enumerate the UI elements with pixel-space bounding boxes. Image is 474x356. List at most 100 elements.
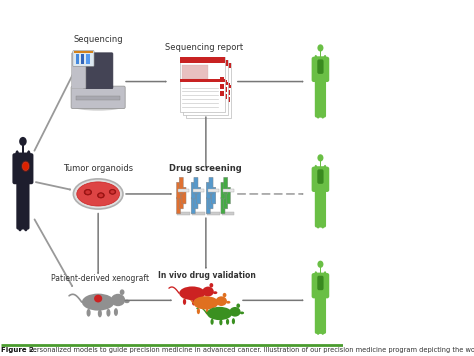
Ellipse shape: [314, 55, 318, 63]
FancyBboxPatch shape: [179, 192, 183, 209]
FancyBboxPatch shape: [315, 187, 321, 227]
FancyBboxPatch shape: [227, 187, 230, 204]
Bar: [207, 212, 219, 215]
Ellipse shape: [317, 74, 324, 85]
Bar: [186, 63, 231, 118]
Ellipse shape: [203, 297, 209, 303]
FancyBboxPatch shape: [317, 276, 324, 290]
Ellipse shape: [111, 294, 125, 306]
Bar: [319, 50, 321, 58]
Ellipse shape: [85, 190, 91, 194]
Ellipse shape: [216, 308, 223, 314]
Ellipse shape: [19, 137, 27, 146]
FancyBboxPatch shape: [319, 77, 326, 117]
Bar: [183, 60, 228, 115]
Bar: [227, 97, 230, 102]
Ellipse shape: [74, 104, 122, 111]
Bar: [222, 212, 234, 215]
FancyBboxPatch shape: [191, 197, 195, 214]
Text: Sequencing report: Sequencing report: [165, 43, 243, 52]
Bar: [319, 160, 321, 168]
Ellipse shape: [192, 299, 195, 305]
Ellipse shape: [226, 301, 230, 304]
FancyBboxPatch shape: [73, 51, 94, 66]
Ellipse shape: [237, 304, 240, 308]
Ellipse shape: [210, 319, 214, 325]
Ellipse shape: [240, 312, 244, 314]
FancyBboxPatch shape: [314, 56, 327, 81]
Ellipse shape: [207, 307, 232, 320]
FancyBboxPatch shape: [12, 153, 19, 184]
Ellipse shape: [183, 299, 186, 305]
Bar: [319, 267, 321, 274]
Bar: [220, 84, 224, 89]
Ellipse shape: [317, 115, 319, 119]
Ellipse shape: [317, 225, 319, 229]
FancyBboxPatch shape: [224, 177, 228, 194]
Ellipse shape: [314, 165, 318, 173]
FancyBboxPatch shape: [191, 182, 195, 199]
Bar: [193, 189, 204, 192]
FancyBboxPatch shape: [317, 59, 324, 74]
Bar: [180, 79, 225, 82]
Ellipse shape: [15, 150, 19, 160]
FancyBboxPatch shape: [71, 86, 125, 109]
Ellipse shape: [120, 289, 125, 295]
Bar: [185, 67, 210, 82]
Ellipse shape: [99, 194, 103, 197]
Ellipse shape: [106, 309, 110, 316]
Bar: [186, 63, 231, 68]
Bar: [223, 80, 227, 85]
Ellipse shape: [218, 308, 221, 314]
FancyBboxPatch shape: [206, 197, 210, 214]
FancyBboxPatch shape: [311, 167, 318, 192]
FancyBboxPatch shape: [176, 197, 181, 214]
FancyBboxPatch shape: [323, 167, 329, 192]
FancyBboxPatch shape: [176, 182, 181, 199]
FancyBboxPatch shape: [16, 152, 30, 183]
Ellipse shape: [179, 287, 205, 300]
Bar: [220, 77, 224, 82]
Bar: [188, 70, 214, 84]
Ellipse shape: [323, 271, 327, 279]
FancyBboxPatch shape: [83, 53, 113, 89]
FancyBboxPatch shape: [221, 197, 225, 214]
FancyBboxPatch shape: [182, 187, 186, 204]
Text: Personalized models to guide precision medicine in advanced cancer. Illustration: Personalized models to guide precision m…: [29, 347, 474, 353]
Text: Sequencing: Sequencing: [73, 35, 123, 44]
Ellipse shape: [205, 298, 208, 304]
FancyBboxPatch shape: [315, 77, 321, 117]
Ellipse shape: [232, 318, 235, 324]
Bar: [73, 51, 93, 53]
Ellipse shape: [94, 295, 102, 303]
FancyBboxPatch shape: [319, 294, 326, 334]
Ellipse shape: [114, 308, 118, 316]
Bar: [180, 57, 225, 112]
Ellipse shape: [318, 261, 323, 268]
FancyBboxPatch shape: [194, 177, 198, 194]
Ellipse shape: [199, 299, 202, 305]
Bar: [76, 96, 120, 100]
FancyBboxPatch shape: [311, 57, 318, 82]
Ellipse shape: [27, 150, 31, 160]
Ellipse shape: [21, 161, 30, 172]
Ellipse shape: [216, 296, 227, 306]
Bar: [86, 53, 90, 64]
Ellipse shape: [323, 165, 327, 173]
Ellipse shape: [124, 300, 129, 303]
Ellipse shape: [202, 287, 214, 297]
Bar: [186, 85, 231, 88]
Ellipse shape: [321, 225, 324, 229]
Ellipse shape: [73, 179, 123, 209]
Ellipse shape: [189, 287, 195, 294]
Ellipse shape: [323, 55, 327, 63]
FancyBboxPatch shape: [72, 53, 86, 89]
Ellipse shape: [314, 271, 318, 279]
Ellipse shape: [210, 283, 213, 288]
Bar: [227, 83, 230, 88]
FancyBboxPatch shape: [212, 187, 216, 204]
FancyBboxPatch shape: [206, 182, 210, 199]
Ellipse shape: [18, 175, 28, 189]
Ellipse shape: [212, 308, 216, 314]
Bar: [223, 94, 227, 99]
